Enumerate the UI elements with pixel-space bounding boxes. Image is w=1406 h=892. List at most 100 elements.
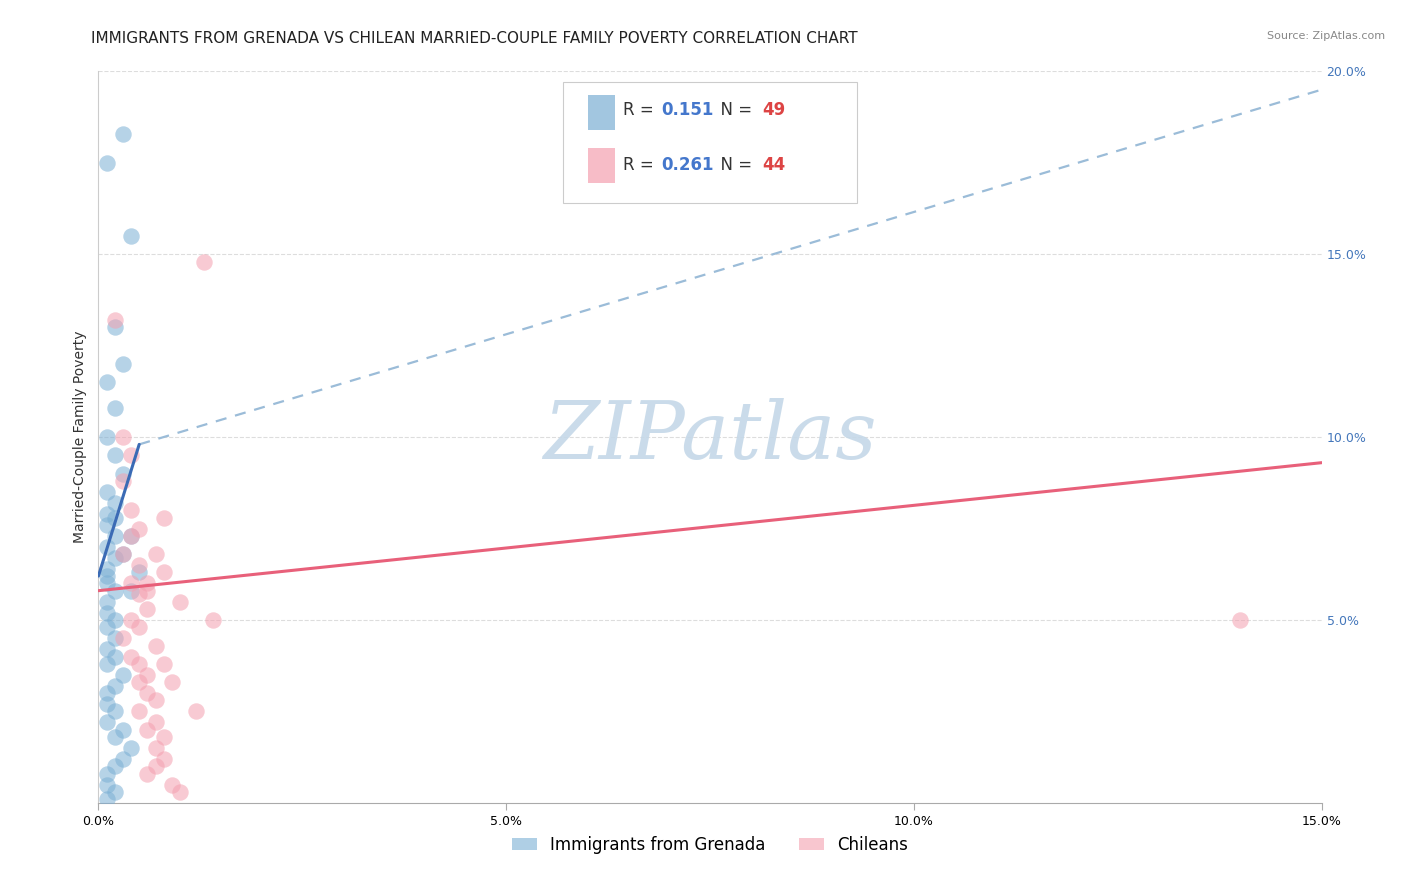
Point bbox=[111, 667, 134, 681]
Point bbox=[128, 705, 150, 719]
Text: N =: N = bbox=[710, 101, 758, 120]
Point bbox=[96, 375, 118, 389]
Point bbox=[104, 632, 127, 646]
Point bbox=[120, 613, 142, 627]
Point bbox=[96, 686, 118, 700]
Point bbox=[96, 569, 118, 583]
Point bbox=[120, 448, 142, 462]
Point bbox=[120, 529, 142, 543]
Point bbox=[104, 679, 127, 693]
Point bbox=[104, 510, 127, 524]
Point bbox=[120, 529, 142, 543]
Point bbox=[186, 705, 208, 719]
Point bbox=[96, 430, 118, 444]
Text: IMMIGRANTS FROM GRENADA VS CHILEAN MARRIED-COUPLE FAMILY POVERTY CORRELATION CHA: IMMIGRANTS FROM GRENADA VS CHILEAN MARRI… bbox=[91, 31, 858, 46]
Point bbox=[201, 613, 224, 627]
Point bbox=[145, 547, 167, 561]
Point bbox=[160, 675, 183, 690]
Point bbox=[96, 766, 118, 780]
Point bbox=[136, 667, 159, 681]
Point bbox=[169, 785, 191, 799]
Text: N =: N = bbox=[710, 156, 758, 174]
Point bbox=[96, 594, 118, 608]
Point bbox=[96, 156, 118, 170]
FancyBboxPatch shape bbox=[588, 95, 614, 130]
Point bbox=[111, 547, 134, 561]
Point bbox=[120, 583, 142, 598]
Point bbox=[96, 792, 118, 806]
Point bbox=[104, 613, 127, 627]
Point bbox=[1229, 613, 1251, 627]
Point bbox=[111, 474, 134, 488]
Point bbox=[111, 357, 134, 371]
Point bbox=[120, 740, 142, 755]
Point bbox=[96, 657, 118, 671]
Point bbox=[152, 752, 174, 766]
Point bbox=[128, 566, 150, 580]
Point bbox=[111, 127, 134, 141]
Point bbox=[104, 730, 127, 744]
Point bbox=[96, 507, 118, 521]
Point bbox=[111, 632, 134, 646]
Point bbox=[128, 675, 150, 690]
Point bbox=[96, 517, 118, 532]
Point bbox=[104, 496, 127, 510]
Point bbox=[111, 467, 134, 481]
Point bbox=[96, 642, 118, 657]
Point bbox=[145, 639, 167, 653]
Point bbox=[104, 649, 127, 664]
FancyBboxPatch shape bbox=[564, 82, 856, 203]
Point bbox=[128, 587, 150, 601]
Point bbox=[136, 766, 159, 780]
Point bbox=[111, 547, 134, 561]
Point bbox=[96, 715, 118, 730]
Point bbox=[96, 485, 118, 500]
Point bbox=[104, 320, 127, 334]
Point bbox=[111, 723, 134, 737]
FancyBboxPatch shape bbox=[588, 148, 614, 183]
Point bbox=[136, 723, 159, 737]
Point bbox=[128, 558, 150, 573]
Y-axis label: Married-Couple Family Poverty: Married-Couple Family Poverty bbox=[73, 331, 87, 543]
Point bbox=[128, 620, 150, 634]
Text: 44: 44 bbox=[762, 156, 786, 174]
Point bbox=[96, 576, 118, 591]
Point bbox=[128, 521, 150, 535]
Point bbox=[136, 576, 159, 591]
Point bbox=[120, 649, 142, 664]
Point bbox=[145, 759, 167, 773]
Point bbox=[96, 697, 118, 711]
Point bbox=[193, 254, 215, 268]
Point bbox=[152, 657, 174, 671]
Point bbox=[136, 686, 159, 700]
Point bbox=[111, 752, 134, 766]
Point bbox=[120, 229, 142, 244]
Point bbox=[136, 583, 159, 598]
Point bbox=[152, 510, 174, 524]
Point bbox=[111, 430, 134, 444]
Legend: Immigrants from Grenada, Chileans: Immigrants from Grenada, Chileans bbox=[505, 829, 915, 860]
Point bbox=[96, 620, 118, 634]
Point bbox=[169, 594, 191, 608]
Point bbox=[96, 778, 118, 792]
Text: 0.261: 0.261 bbox=[661, 156, 714, 174]
Text: R =: R = bbox=[623, 156, 659, 174]
Text: Source: ZipAtlas.com: Source: ZipAtlas.com bbox=[1267, 31, 1385, 41]
Point bbox=[96, 540, 118, 554]
Point bbox=[104, 529, 127, 543]
Text: 0.151: 0.151 bbox=[661, 101, 713, 120]
Point bbox=[145, 740, 167, 755]
Point bbox=[152, 730, 174, 744]
Text: R =: R = bbox=[623, 101, 659, 120]
Point bbox=[96, 606, 118, 620]
Point bbox=[152, 566, 174, 580]
Point bbox=[104, 759, 127, 773]
Point bbox=[104, 785, 127, 799]
Point bbox=[104, 583, 127, 598]
Point bbox=[104, 705, 127, 719]
Point bbox=[160, 778, 183, 792]
Text: ZIPatlas: ZIPatlas bbox=[543, 399, 877, 475]
Point bbox=[136, 602, 159, 616]
Point bbox=[104, 550, 127, 565]
Point bbox=[120, 503, 142, 517]
